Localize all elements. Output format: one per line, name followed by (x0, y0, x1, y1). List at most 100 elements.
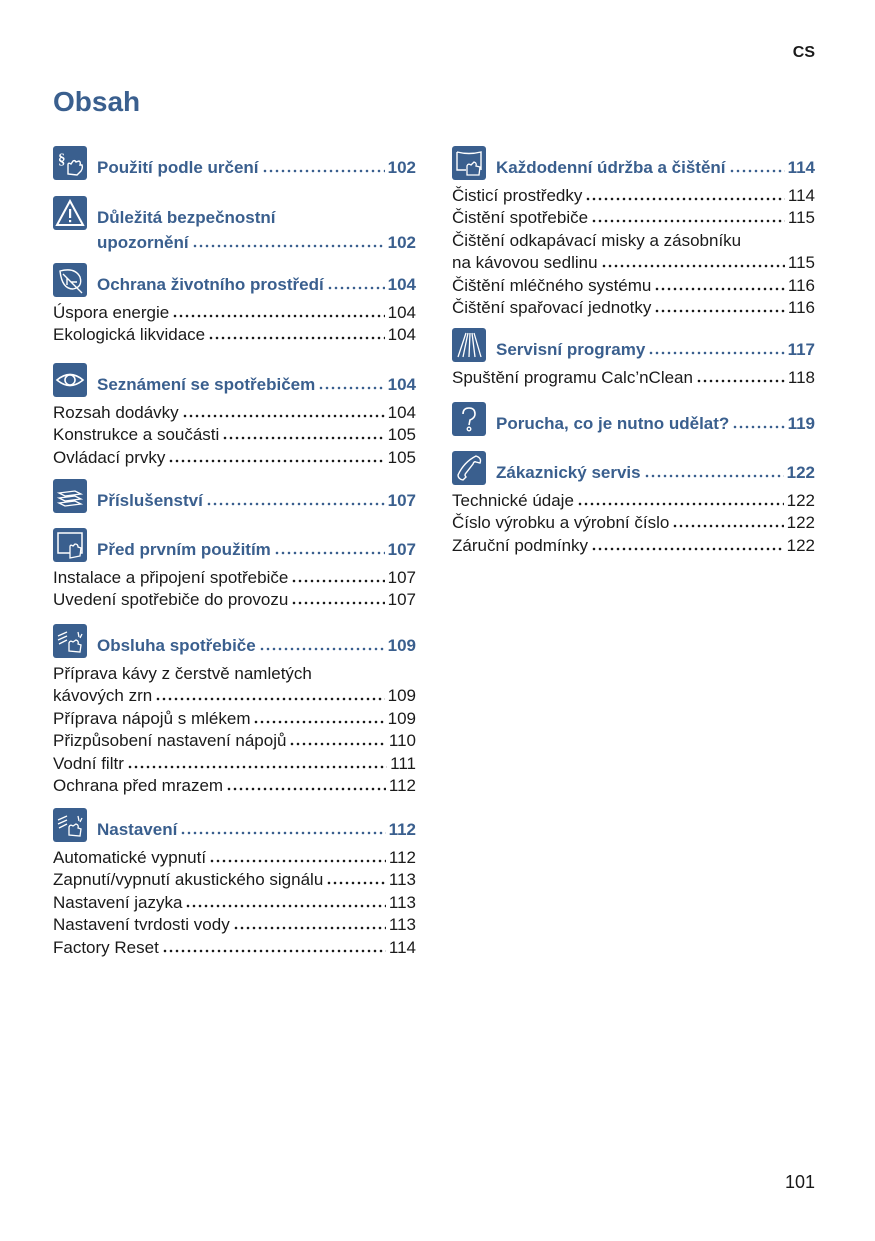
heading-page: 117 (787, 340, 815, 359)
heading-page: 112 (388, 820, 416, 839)
question-icon (452, 402, 486, 436)
toc-section: Seznámení se spotřebičem 104 Rozsah dodávk… (53, 363, 416, 469)
dot-leader (318, 378, 385, 390)
heading-page: 102 (387, 233, 416, 252)
entry-label: Čisticí prostředky (452, 186, 583, 205)
entry-label: Instalace a připojení spotřebiče (53, 568, 289, 587)
dot-leader (261, 161, 385, 173)
section-heading[interactable]: Ochrana životního prostředí 104 (53, 263, 416, 297)
toc-entry[interactable]: Čištění odkapávací misky a zásobníku na k… (452, 230, 815, 275)
entry-page: 122 (786, 535, 815, 555)
toc-entry[interactable]: Ochrana před mrazem 112 (53, 775, 416, 797)
toc-entry[interactable]: Vodní filtr 111 (53, 753, 416, 775)
heading-label: upozornění (97, 233, 189, 252)
section-heading[interactable]: Zákaznický servis 122 (452, 451, 815, 485)
entry-page: 110 (388, 731, 416, 751)
toc-entry[interactable]: Úspora energie 104 (53, 302, 416, 324)
entry-page: 109 (387, 686, 416, 706)
toc-entry[interactable]: Čistění spotřebiče 115 (452, 207, 815, 229)
toc-section: Nastavení 112 Automatické vypnutí 112 Zapnut… (53, 808, 416, 959)
entry-page: 105 (387, 447, 416, 467)
entry-label-line: Čištění odkapávací misky a zásobníku (452, 230, 742, 250)
dot-leader (232, 918, 386, 931)
toc-entry[interactable]: Příprava nápojů s mlékem 109 (53, 708, 416, 730)
section-heading[interactable]: Servisní programy 117 (452, 328, 815, 362)
phone-icon (452, 451, 486, 485)
toc-entry[interactable]: Konstrukce a součásti 105 (53, 424, 416, 446)
toc-section: Servisní programy 117 Spuštění programu Ca… (452, 328, 815, 389)
entry-page: 115 (787, 208, 815, 228)
toc-entry[interactable]: Instalace a připojení spotřebiče 107 (53, 567, 416, 589)
toc-entry[interactable]: Číslo výrobku a výrobní číslo 122 (452, 512, 815, 534)
toc-entry[interactable]: Rozsah dodávky 104 (53, 402, 416, 424)
entry-label: Ekologická likvidace (53, 325, 206, 345)
toc-entry[interactable]: Záruční podmínky 122 (452, 535, 815, 557)
toc-entry[interactable]: Spuštění programu Calc’nClean 118 (452, 367, 815, 389)
heading-page: 107 (387, 540, 416, 559)
entry-list: Čisticí prostředky 114 Čistění spotřebiče 1… (452, 185, 815, 319)
entry-label: Technické údaje (452, 491, 574, 510)
entry-page: 104 (387, 303, 416, 322)
toc-entry[interactable]: Ovládací prvky 105 (53, 447, 416, 469)
entry-label-line: Příprava kávy z čerstvě namletých (53, 664, 312, 683)
section-heading[interactable]: § Použití podle určení 102 (53, 146, 416, 180)
entry-page: 114 (787, 186, 815, 205)
dot-leader (654, 278, 785, 291)
heading-label: Seznámení se spotřebičem (97, 375, 316, 394)
toc-entry[interactable]: Technické údaje 122 (452, 490, 815, 512)
toc-entry[interactable]: Čištění spařovací jednotky 116 (452, 297, 815, 319)
section-heading[interactable]: Každodenní údržba a čištění 114 (452, 146, 815, 180)
toc-entry[interactable]: Automatické vypnutí 112 (53, 847, 416, 869)
section-heading[interactable]: Seznámení se spotřebičem 104 (53, 363, 416, 397)
entry-page: 122 (786, 513, 815, 533)
toc-section: Ochrana životního prostředí 104 Úspora ene… (53, 263, 416, 347)
toc-entry[interactable]: Zapnutí/vypnutí akustického signálu 113 (53, 869, 416, 891)
section-heading[interactable]: Porucha, co je nutno udělat? 119 (452, 402, 815, 436)
heading-label: Příslušenství (97, 491, 203, 510)
dot-leader (585, 189, 785, 201)
leaf-icon (53, 263, 87, 297)
heading-label: Nastavení (97, 820, 178, 839)
dot-leader (289, 734, 386, 747)
section-heading[interactable]: Obsluha spotřebiče 109 (53, 624, 416, 658)
dot-leader (222, 428, 385, 441)
toc-entry[interactable]: Nastavení tvrdosti vody 113 (53, 914, 416, 936)
toc-entry[interactable]: Uvedení spotřebiče do provozu 107 (53, 589, 416, 611)
entry-page: 114 (388, 937, 416, 957)
settings-hand-icon (53, 808, 87, 842)
dot-leader (643, 466, 784, 478)
entry-list: Spuštění programu Calc’nClean 118 (452, 367, 815, 389)
toc-entry[interactable]: Přizpůsobení nastavení nápojů 110 (53, 730, 416, 752)
entry-page: 112 (388, 848, 416, 867)
toc-entry[interactable]: Čištění mléčného systému 116 (452, 275, 815, 297)
dot-leader (600, 256, 785, 269)
section-heading[interactable]: Důležitá bezpečnostní upozornění 102 (53, 196, 416, 255)
entry-label: Uvedení spotřebiče do provozu (53, 590, 289, 610)
entry-page: 118 (787, 368, 815, 387)
section-heading[interactable]: Před prvním použitím 107 (53, 528, 416, 562)
dot-leader (209, 851, 386, 863)
dot-leader (191, 236, 385, 248)
dot-leader (208, 328, 385, 341)
entry-page: 112 (388, 776, 416, 796)
toc-entry[interactable]: Ekologická likvidace 104 (53, 324, 416, 346)
page-title: Obsah (53, 86, 141, 117)
toc-entry[interactable]: Nastavení jazyka 113 (53, 892, 416, 914)
entry-label: Nastavení tvrdosti vody (53, 915, 230, 935)
entry-label: Nastavení jazyka (53, 892, 183, 912)
toc-section: Porucha, co je nutno udělat? 119 (452, 402, 815, 436)
section-heading[interactable]: Příslušenství 107 (53, 479, 416, 513)
toc-entry[interactable]: Factory Reset 114 (53, 937, 416, 959)
service-programs-icon (452, 328, 486, 362)
entry-list: Technické údaje 122 Číslo výrobku a výrobn… (452, 490, 815, 557)
dot-leader (591, 538, 784, 551)
toc-entry[interactable]: Čisticí prostředky 114 (452, 185, 815, 207)
heading-page: 119 (787, 414, 815, 433)
entry-label: Záruční podmínky (452, 535, 589, 555)
heading-label: Zákaznický servis (496, 463, 641, 482)
operation-hand-icon (53, 624, 87, 658)
dot-leader (185, 895, 386, 908)
section-heading[interactable]: Nastavení 112 (53, 808, 416, 842)
heading-label: Použití podle určení (97, 158, 259, 177)
toc-entry[interactable]: Příprava kávy z čerstvě namletých kávovýc… (53, 663, 416, 708)
